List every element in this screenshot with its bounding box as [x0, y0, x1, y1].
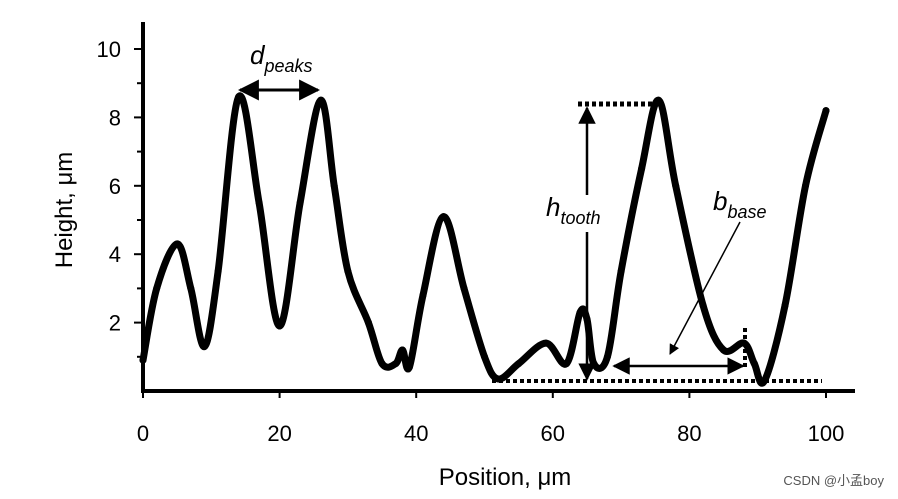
data-point — [419, 291, 427, 299]
data-point — [153, 284, 161, 292]
data-point — [201, 343, 208, 350]
data-point — [276, 322, 284, 330]
series-line-height-profile — [139, 92, 830, 387]
d-peaks-label-main: d — [250, 40, 266, 70]
h-tooth-label: htooth — [546, 192, 601, 228]
d-peaks-label: dpeaks — [250, 40, 313, 76]
data-point — [802, 182, 809, 190]
y-tick-label: 4 — [109, 242, 121, 267]
d-peaks-label-sub: peaks — [263, 56, 312, 76]
data-point — [563, 360, 570, 368]
data-point — [672, 182, 680, 190]
annotation-b-base: bbase — [612, 186, 767, 375]
b-base-label-sub: base — [727, 202, 766, 222]
b-base-label: bbase — [713, 186, 767, 222]
x-tick-label: 40 — [404, 421, 428, 446]
y-tick-label: 6 — [109, 174, 121, 199]
data-point — [576, 308, 584, 316]
data-point — [173, 240, 181, 248]
data-point — [481, 353, 488, 361]
series-points — [139, 93, 830, 385]
b-base-pointer-arrow — [669, 221, 741, 355]
data-point — [235, 93, 243, 101]
data-point — [405, 363, 413, 371]
y-tick-label: 8 — [109, 105, 121, 130]
x-tick-label: 20 — [267, 421, 291, 446]
y-ticks: 2 4 6 8 10 — [97, 37, 143, 358]
x-tick-label: 80 — [677, 421, 701, 446]
h-tooth-label-sub: tooth — [560, 208, 600, 228]
annotation-d-peaks: dpeaks — [237, 40, 321, 101]
y-tick-label: 2 — [109, 311, 121, 336]
data-point — [187, 284, 195, 292]
x-tick-label: 0 — [137, 421, 149, 446]
data-point — [699, 302, 707, 309]
data-point — [460, 284, 468, 292]
x-ticks: 0 20 40 60 80 100 — [137, 391, 844, 446]
data-point — [617, 267, 625, 275]
data-point — [515, 360, 523, 368]
data-point — [296, 199, 304, 207]
data-point — [781, 302, 789, 309]
data-point — [399, 346, 406, 354]
data-point — [603, 353, 611, 361]
data-point — [330, 182, 338, 190]
x-axis-title: Position, μm — [439, 464, 572, 491]
data-point — [590, 360, 598, 368]
data-point — [378, 360, 386, 368]
data-point — [822, 107, 830, 115]
b-base-label-main: b — [713, 186, 727, 216]
data-point — [364, 319, 372, 327]
data-point — [720, 346, 727, 354]
data-point — [317, 96, 325, 104]
annotation-h-tooth: htooth — [492, 101, 822, 383]
data-point — [139, 356, 147, 364]
y-axis-title: Height, μm — [51, 152, 78, 269]
data-point — [542, 339, 550, 347]
data-point — [440, 213, 447, 221]
x-tick-label: 100 — [808, 421, 845, 446]
data-point — [638, 165, 646, 173]
y-tick-label: 10 — [97, 37, 121, 62]
data-point — [214, 267, 222, 275]
watermark: CSDN @小孟boy — [783, 473, 884, 488]
data-point — [344, 267, 352, 275]
x-tick-label: 60 — [541, 421, 565, 446]
data-point — [392, 360, 400, 368]
data-point — [255, 199, 263, 207]
data-point — [750, 360, 758, 368]
h-tooth-label-main: h — [546, 192, 560, 222]
